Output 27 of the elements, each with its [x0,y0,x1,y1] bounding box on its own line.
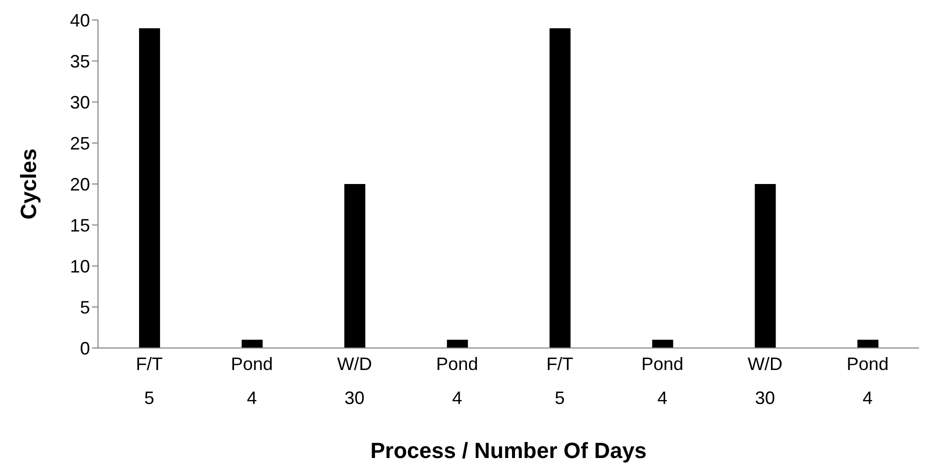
x-tick-label: F/T 5 [136,354,163,408]
bar [344,184,366,348]
bar [550,28,571,348]
bar [242,340,263,348]
y-tick-label: 35 [70,51,90,72]
x-axis-title: Process / Number Of Days [370,438,647,463]
bar [754,184,776,348]
y-tick-label: 25 [70,133,90,154]
x-tick-label: Pond 4 [641,354,684,408]
bar [446,340,468,348]
x-tick-label: W/D 30 [748,354,783,408]
x-tick-label: W/D 30 [337,354,372,408]
bar [857,340,878,348]
x-tick-label: Pond 4 [436,354,478,408]
y-tick-label: 15 [70,215,90,236]
y-tick-label: 20 [70,174,90,194]
bar [139,28,160,348]
y-tick-label: 0 [80,338,90,358]
y-tick-label: 10 [70,256,90,276]
x-tick-label: F/T 5 [546,354,574,408]
y-axis-title: Cycles [16,148,41,220]
x-tick-label: Pond 4 [846,354,889,408]
bar [652,340,674,348]
y-tick-label: 30 [70,92,90,112]
y-tick-label: 40 [70,10,90,30]
x-tick-label: Pond 4 [230,354,273,408]
y-tick-label: 5 [80,297,90,318]
